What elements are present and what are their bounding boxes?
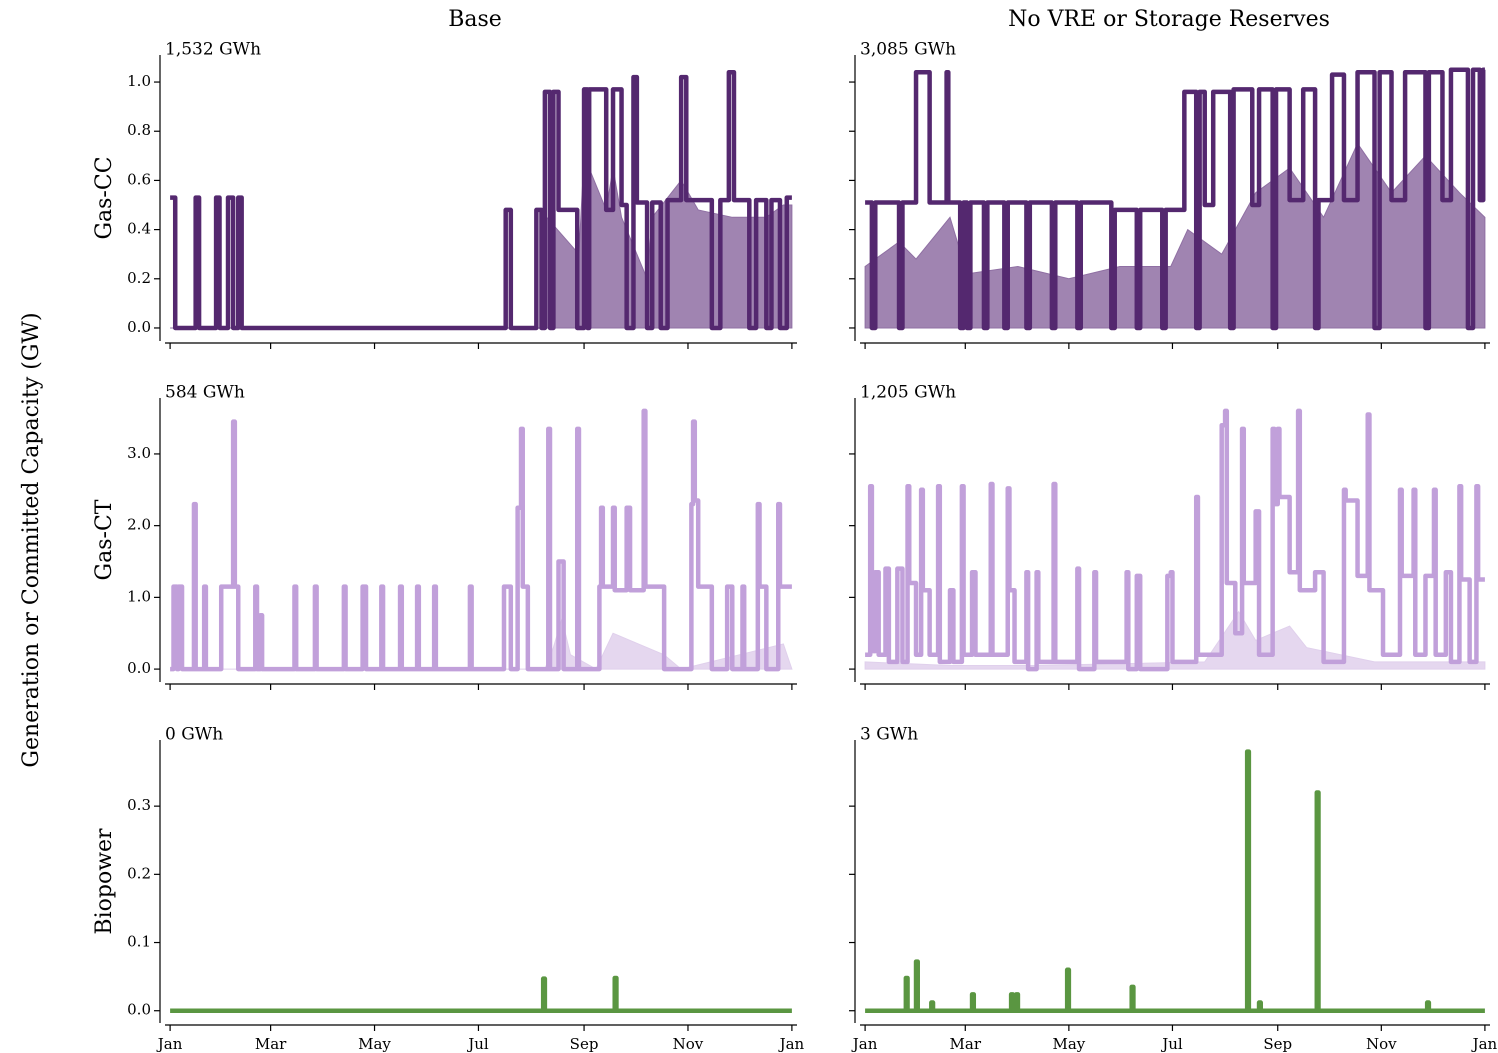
committed-capacity-line [170, 975, 792, 1013]
generation-area [864, 610, 1486, 670]
generation-area [170, 155, 793, 329]
x-tick-label: Mar [255, 1035, 287, 1053]
x-tick-label: Jan [1471, 1035, 1498, 1053]
x-tick-label: Nov [1366, 1035, 1397, 1053]
x-tick-label: Jul [1160, 1035, 1183, 1053]
y-tick-label: 0.0 [127, 318, 151, 336]
x-tick-label: May [1052, 1035, 1085, 1053]
y-tick-label: 0.8 [127, 121, 151, 139]
y-tick-label: 0.0 [127, 659, 151, 677]
x-tick-label: Jul [466, 1035, 489, 1053]
figure-y-label: Generation or Committed Capacity (GW) [19, 312, 44, 767]
y-tick-label: 0.6 [127, 170, 151, 188]
energy-annotation: 3,085 GWh [860, 40, 956, 60]
y-tick-label: 0.0 [127, 1001, 151, 1019]
y-tick-label: 1.0 [127, 587, 151, 605]
energy-annotation: 1,532 GWh [165, 40, 261, 60]
subplot: 0.0 0.2 0.4 0.6 0.8 1.0 Base Gas-CC 1,532 GWh [92, 7, 797, 349]
committed-capacity-line [865, 749, 1485, 1013]
x-tick-label: Jan [156, 1035, 183, 1053]
energy-annotation: 584 GWh [165, 383, 245, 403]
subplot: 1,205 GWh [849, 383, 1490, 690]
x-tick-label: Jan [778, 1035, 805, 1053]
x-tick-label: Mar [950, 1035, 982, 1053]
x-tick-label: Sep [1263, 1035, 1292, 1053]
row-label: Gas-CT [92, 499, 117, 580]
x-tick-label: Nov [673, 1035, 704, 1053]
column-title: Base [448, 7, 502, 32]
energy-annotation: 1,205 GWh [860, 383, 956, 403]
y-tick-label: 0.2 [127, 269, 151, 287]
generation-area [170, 616, 793, 670]
subplot: 0.0 1.0 2.0 3.0 Gas-CT 584 GWh [92, 383, 797, 690]
committed-capacity-line [170, 69, 792, 331]
row-label: Gas-CC [92, 156, 117, 239]
column-title: No VRE or Storage Reserves [1008, 7, 1330, 32]
y-tick-label: 0.4 [127, 220, 151, 238]
y-tick-label: 2.0 [127, 516, 151, 534]
y-tick-label: 0.1 [127, 933, 151, 951]
subplot: No VRE or Storage Reserves 3,085 GWh [849, 7, 1490, 349]
x-tick-label: Sep [570, 1035, 599, 1053]
y-tick-label: 0.2 [127, 864, 151, 882]
y-tick-label: 3.0 [127, 444, 151, 462]
y-tick-label: 1.0 [127, 72, 151, 90]
energy-annotation: 3 GWh [860, 725, 918, 745]
energy-annotation: 0 GWh [165, 725, 223, 745]
x-tick-label: Jan [851, 1035, 878, 1053]
committed-capacity-line [865, 408, 1485, 672]
committed-capacity-line [865, 67, 1486, 331]
subplot: 0.0 0.1 0.2 0.3 Jan Mar May Jul Sep Nov Jan Biopowe… [92, 725, 805, 1053]
subplot: Jan Mar May Jul Sep Nov Jan 3 GWh [849, 725, 1498, 1053]
committed-capacity-line [170, 408, 792, 672]
y-tick-label: 0.3 [127, 796, 151, 814]
row-label: Biopower [92, 828, 117, 935]
x-tick-label: May [358, 1035, 391, 1053]
